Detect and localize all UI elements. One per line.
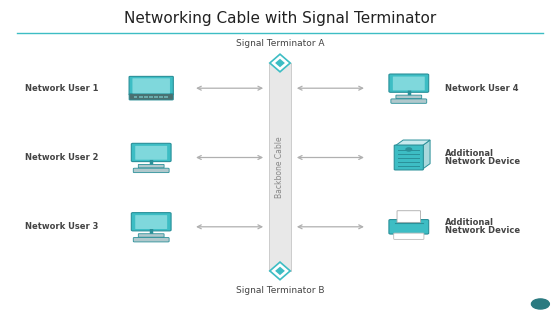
FancyBboxPatch shape (393, 77, 425, 90)
Text: Signal Terminator A: Signal Terminator A (236, 39, 324, 48)
FancyBboxPatch shape (133, 168, 169, 173)
Text: Network User 4: Network User 4 (445, 84, 519, 93)
Bar (154, 96, 158, 97)
FancyBboxPatch shape (129, 76, 174, 95)
Polygon shape (270, 262, 290, 280)
Bar (149, 96, 152, 97)
FancyBboxPatch shape (132, 143, 171, 162)
FancyBboxPatch shape (394, 145, 423, 170)
Text: Network User 3: Network User 3 (25, 222, 98, 231)
FancyBboxPatch shape (132, 78, 170, 93)
Text: Additional: Additional (445, 149, 494, 158)
Bar (160, 96, 163, 97)
FancyBboxPatch shape (138, 234, 164, 237)
Text: Network User 1: Network User 1 (25, 84, 98, 93)
Bar (269, 63, 291, 271)
FancyBboxPatch shape (132, 213, 171, 231)
Bar (165, 96, 168, 97)
Text: Signal Terminator B: Signal Terminator B (236, 286, 324, 295)
Polygon shape (270, 54, 290, 72)
Bar (144, 96, 148, 97)
FancyBboxPatch shape (133, 238, 169, 242)
FancyBboxPatch shape (389, 74, 429, 92)
Text: Network Device: Network Device (445, 226, 520, 235)
FancyBboxPatch shape (394, 233, 424, 239)
Polygon shape (275, 267, 285, 275)
FancyBboxPatch shape (136, 146, 167, 160)
Bar (139, 96, 142, 97)
FancyBboxPatch shape (389, 220, 429, 234)
Polygon shape (275, 59, 285, 67)
Text: Additional: Additional (445, 218, 494, 227)
Polygon shape (395, 140, 430, 146)
FancyBboxPatch shape (397, 211, 421, 222)
Text: Network User 2: Network User 2 (25, 153, 98, 162)
FancyBboxPatch shape (391, 99, 427, 103)
Polygon shape (422, 140, 430, 169)
Text: Networking Cable with Signal Terminator: Networking Cable with Signal Terminator (124, 11, 436, 26)
Bar (134, 96, 138, 97)
Text: Network Device: Network Device (445, 157, 520, 166)
Circle shape (531, 299, 549, 309)
FancyBboxPatch shape (129, 94, 174, 100)
Circle shape (406, 148, 412, 151)
FancyBboxPatch shape (136, 215, 167, 229)
Text: Backbone Cable: Backbone Cable (276, 136, 284, 198)
FancyBboxPatch shape (396, 95, 422, 99)
FancyBboxPatch shape (138, 164, 164, 168)
